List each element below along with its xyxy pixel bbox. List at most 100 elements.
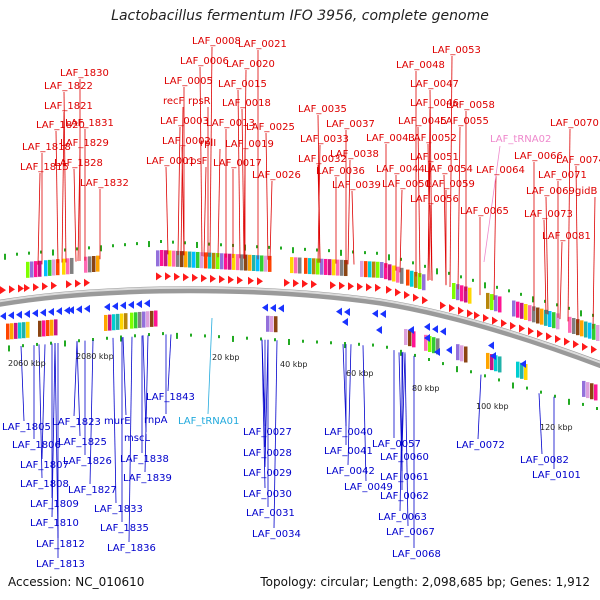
cog-block — [368, 261, 372, 278]
cog-block — [304, 257, 308, 274]
reverse-gene-label: LAF_0040 — [324, 427, 373, 438]
cog-block — [428, 336, 432, 352]
gc-tick — [172, 240, 174, 244]
cog-block — [66, 258, 70, 275]
forward-cds-arrow — [537, 329, 543, 338]
forward-cds-arrow — [564, 337, 570, 346]
reverse-gene-label: LAF_1813 — [36, 559, 85, 570]
tick-label: 100 kbp — [476, 402, 509, 411]
cog-block — [156, 250, 160, 267]
forward-cds-arrow — [228, 275, 234, 284]
gc-tick — [196, 241, 198, 248]
forward-cds-arrow — [348, 282, 354, 291]
cog-block — [240, 254, 244, 271]
cog-block — [596, 325, 600, 341]
backbone-ring — [0, 286, 600, 369]
gc-tick — [340, 249, 342, 256]
reverse-gene-label: LAF_0101 — [532, 470, 581, 481]
gc-tick — [568, 306, 570, 310]
cog-block — [70, 257, 74, 274]
gc-tick — [532, 296, 534, 303]
gc-tick — [304, 247, 306, 251]
forward-cds-arrow — [84, 278, 90, 287]
forward-cds-arrow — [555, 335, 561, 344]
gc-tick — [520, 292, 522, 296]
forward-gene-label: LAF_0074 — [556, 155, 600, 166]
reverse-cds-arrow — [40, 308, 46, 317]
forward-cds-arrow — [156, 272, 162, 281]
reverse-gene-label: LAF_1825 — [58, 437, 107, 448]
forward-gene-label: LAF_0073 — [524, 209, 573, 220]
forward-cds-arrow — [573, 340, 579, 349]
gc-tick — [412, 261, 414, 265]
reverse-cds-arrow — [432, 325, 438, 334]
tick-label: 20 kbp — [212, 353, 240, 362]
gc-tick — [580, 310, 582, 317]
cog-block — [164, 250, 168, 267]
reverse-cds-arrow — [76, 305, 82, 314]
forward-gene-label: LAF_0058 — [446, 100, 495, 111]
cog-block — [228, 253, 232, 270]
gc-tick — [352, 250, 354, 254]
forward-gene-label: LAF_0017 — [213, 158, 262, 169]
leader-line — [417, 126, 421, 278]
cog-block — [412, 331, 416, 348]
cog-block — [116, 313, 120, 330]
reverse-cds-arrow — [376, 326, 382, 334]
forward-gene-label: LAF_0044 — [376, 164, 425, 175]
cog-block — [54, 319, 58, 336]
leader-line — [181, 146, 185, 256]
cog-block — [392, 265, 396, 282]
forward-cds-arrow — [501, 319, 507, 328]
gc-tick — [148, 333, 150, 337]
leader-line — [362, 345, 367, 482]
forward-gene-label: LAF_0045 — [398, 116, 447, 127]
backbone-ring-highlight — [0, 286, 600, 364]
forward-gene-label: LAF_0050 — [382, 179, 431, 190]
leader-line — [89, 340, 94, 485]
cog-block — [532, 306, 536, 323]
gc-tick — [52, 249, 54, 256]
cog-block — [460, 345, 464, 362]
leader-line — [351, 190, 355, 265]
reverse-gene-label: LAF_0063 — [378, 512, 427, 523]
gc-tick — [232, 335, 234, 342]
cog-block — [544, 309, 548, 326]
gc-tick — [218, 335, 220, 339]
forward-gene-label: LAF_0005 — [164, 76, 213, 87]
reverse-cds-arrow — [112, 302, 118, 311]
map-title: Lactobacillus fermentum IFO 3956, comple… — [111, 8, 489, 24]
gc-tick — [120, 335, 122, 342]
gc-tick — [364, 251, 366, 255]
leader-line — [347, 159, 351, 265]
cog-block — [134, 312, 138, 329]
reverse-gene-label: LAF_0068 — [392, 549, 441, 560]
gc-tick — [376, 251, 378, 255]
leader-line — [142, 335, 147, 433]
reverse-gene-label: LAF_1809 — [30, 499, 79, 510]
cog-block — [406, 269, 410, 286]
position-ticks: 2060 kbp 2080 kbp 20 kbp 40 kbp 60 kbp 80 kbp… — [8, 352, 573, 432]
forward-gene-label: LAF_0019 — [225, 139, 274, 150]
forward-gene-label: LAF_0065 — [460, 206, 509, 217]
gc-tick — [508, 289, 510, 293]
forward-gene-label: LAF_0069 — [526, 186, 575, 197]
forward-gene-label: LAF_0039 — [332, 180, 381, 191]
cog-block — [594, 384, 598, 401]
forward-cds-arrow — [284, 278, 290, 287]
cog-block — [96, 255, 100, 272]
reverse-cds-arrow — [144, 299, 150, 308]
reverse-gene-label: LAF_1826 — [63, 456, 112, 467]
leader-line — [404, 354, 409, 527]
forward-gene-label: LAF_0055 — [440, 116, 489, 127]
trna-forward-label: LAF_tRNA02 — [490, 134, 551, 145]
leader-line — [73, 168, 77, 262]
forward-cds-arrow — [302, 279, 308, 288]
cog-track-outer — [26, 250, 600, 341]
reverse-cds-arrow — [342, 318, 348, 326]
forward-gene-label: LAF_0018 — [222, 98, 271, 109]
cog-block — [404, 329, 408, 345]
gc-tick — [50, 341, 52, 345]
reverse-gene-label: LAF_0067 — [386, 527, 435, 538]
